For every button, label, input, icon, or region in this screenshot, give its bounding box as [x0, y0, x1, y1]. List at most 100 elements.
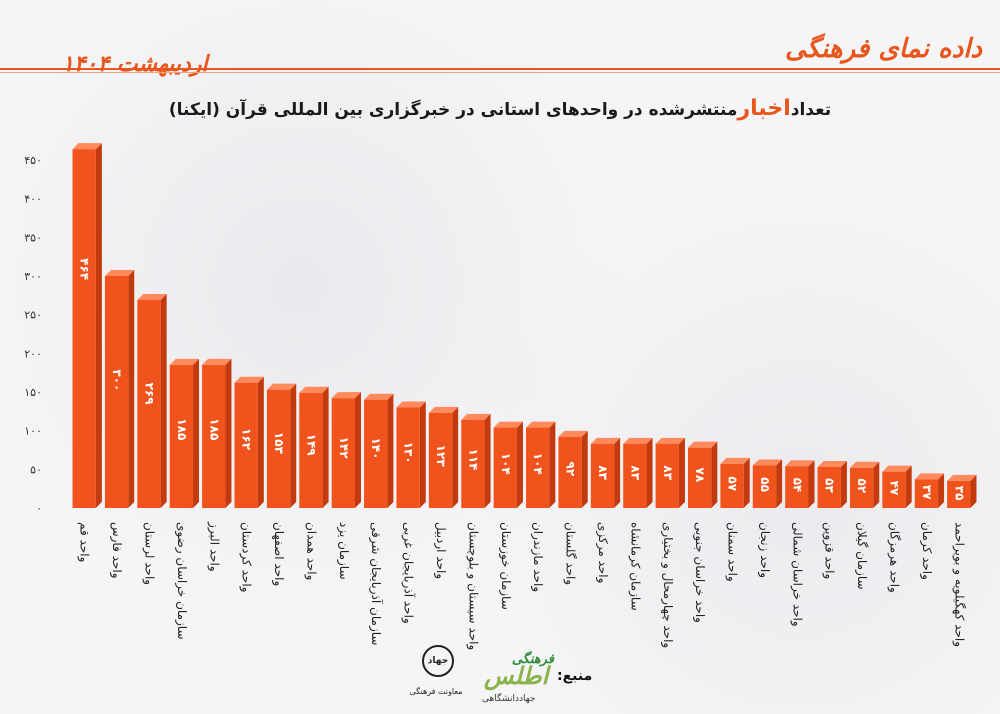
bar-top — [331, 392, 362, 399]
bar — [558, 436, 582, 508]
bar-top — [396, 401, 426, 408]
bar-side — [938, 473, 945, 508]
category-label: واحد گلستان — [563, 522, 578, 585]
bar-side — [355, 392, 362, 508]
bar-side — [711, 441, 718, 508]
bar — [526, 427, 550, 508]
bar-value-label: ۸۳ — [661, 465, 675, 480]
bar — [817, 467, 841, 508]
bar-top — [720, 457, 750, 464]
bar-top — [169, 358, 200, 365]
brand-title: داده نمای فرهنگی — [784, 34, 982, 64]
bar-value-label: ۴۷ — [888, 481, 902, 496]
chart-title-before: تعداد — [790, 100, 832, 120]
bar-side — [95, 143, 102, 508]
bar — [752, 465, 777, 508]
bar-top — [623, 437, 653, 444]
bar-side — [905, 465, 912, 508]
bar-top — [493, 421, 523, 428]
bar-top — [882, 465, 912, 472]
atlas-logo-main: اطلس — [484, 662, 549, 690]
category-label: سازمان کرمانشاه — [627, 522, 642, 611]
bar-side — [743, 457, 750, 508]
bar-side — [581, 430, 588, 508]
bar-top — [299, 386, 329, 393]
bar-side — [387, 393, 394, 508]
header-divider-thin — [0, 72, 1000, 73]
category-label: واحد اصفهان — [271, 522, 286, 586]
y-tick-label: ۱۵۰ — [24, 386, 42, 399]
category-label: واحد زنجان — [757, 522, 772, 578]
bar-side — [873, 461, 880, 508]
category-label: واحد مازندران — [530, 522, 545, 592]
bar-side — [516, 421, 523, 508]
bar-side — [549, 421, 556, 508]
category-label: سازمان آذربایجان شرقی — [368, 522, 384, 645]
y-tick-label: ۴۰۰ — [24, 193, 42, 206]
bar-top — [947, 474, 977, 481]
bar — [364, 399, 388, 508]
category-label: واحد البرز — [206, 521, 221, 572]
chart-title-after: منتشرشده در واحدهای استانی در خبرگزاری ب… — [168, 100, 738, 120]
bar-top — [364, 393, 394, 400]
bar-top — [202, 358, 232, 365]
bar-side — [678, 437, 685, 508]
y-tick-label: ۲۵۰ — [24, 309, 42, 322]
bar-value-label: ۱۸۵ — [207, 418, 221, 440]
jehad-logo-emblem: جهاد — [422, 645, 454, 677]
category-label: واحد هرمزگان — [887, 522, 902, 593]
category-label: واحد خراسان جنوبی — [692, 522, 707, 623]
bar — [493, 427, 517, 508]
category-label: سازمان خراسان رضوی — [174, 522, 189, 640]
bar — [104, 276, 129, 508]
bar-value-label: ۱۴۹ — [304, 434, 318, 457]
bar-top — [104, 270, 135, 276]
bar-top — [687, 441, 718, 448]
bar-side — [776, 459, 783, 508]
bar-value-label: ۷۸ — [693, 467, 707, 482]
bar-side — [160, 293, 167, 508]
bar — [655, 443, 679, 508]
bar — [169, 364, 194, 508]
bar-value-label: ۳۷ — [920, 485, 934, 500]
bar-top — [785, 460, 815, 467]
bar — [461, 419, 485, 508]
bar-side — [225, 358, 232, 508]
bar — [266, 389, 291, 508]
bar-side — [257, 376, 264, 508]
bar-top — [266, 383, 297, 390]
bar-side — [484, 413, 491, 508]
bar — [299, 392, 323, 508]
bar-value-label: ۱۴۲ — [337, 437, 351, 460]
bar — [947, 480, 971, 508]
category-label: واحد مرکزی — [595, 522, 610, 583]
bar-top — [558, 430, 588, 437]
bar-value-label: ۴۶۴ — [78, 258, 92, 280]
bar-top — [849, 461, 880, 468]
bar — [590, 443, 615, 508]
bar-value-label: ۵۳ — [823, 478, 837, 493]
bar-side — [452, 406, 459, 508]
category-label: واحد قم — [77, 522, 92, 562]
atlas-logo-top: فرهنگی — [511, 652, 554, 667]
bar-value-label: ۱۲۳ — [434, 445, 448, 468]
category-label: واحد چهارمحال و بختیاری — [660, 522, 675, 648]
bar — [785, 466, 809, 508]
bar-top — [655, 437, 685, 444]
bar-top — [752, 459, 783, 466]
jehad-logo: جهاد معاونت فرهنگی — [408, 645, 464, 705]
bar-value-label: ۱۴۰ — [369, 437, 383, 459]
bar — [202, 364, 226, 508]
bar-side — [646, 437, 653, 508]
bar-top — [137, 293, 167, 300]
y-tick-label: ۲۰۰ — [24, 347, 42, 360]
y-tick-label: ۳۰۰ — [24, 270, 42, 283]
bar-top — [461, 413, 491, 420]
jehad-logo-sub: معاونت فرهنگی — [409, 687, 463, 696]
y-tick-label: ۰ — [36, 502, 42, 515]
bar — [396, 407, 420, 508]
category-label: واحد آذربایجان غربی — [401, 522, 417, 624]
bar-value-label: ۵۴ — [790, 478, 804, 493]
bar-side — [840, 461, 847, 508]
bar-side — [290, 383, 297, 508]
